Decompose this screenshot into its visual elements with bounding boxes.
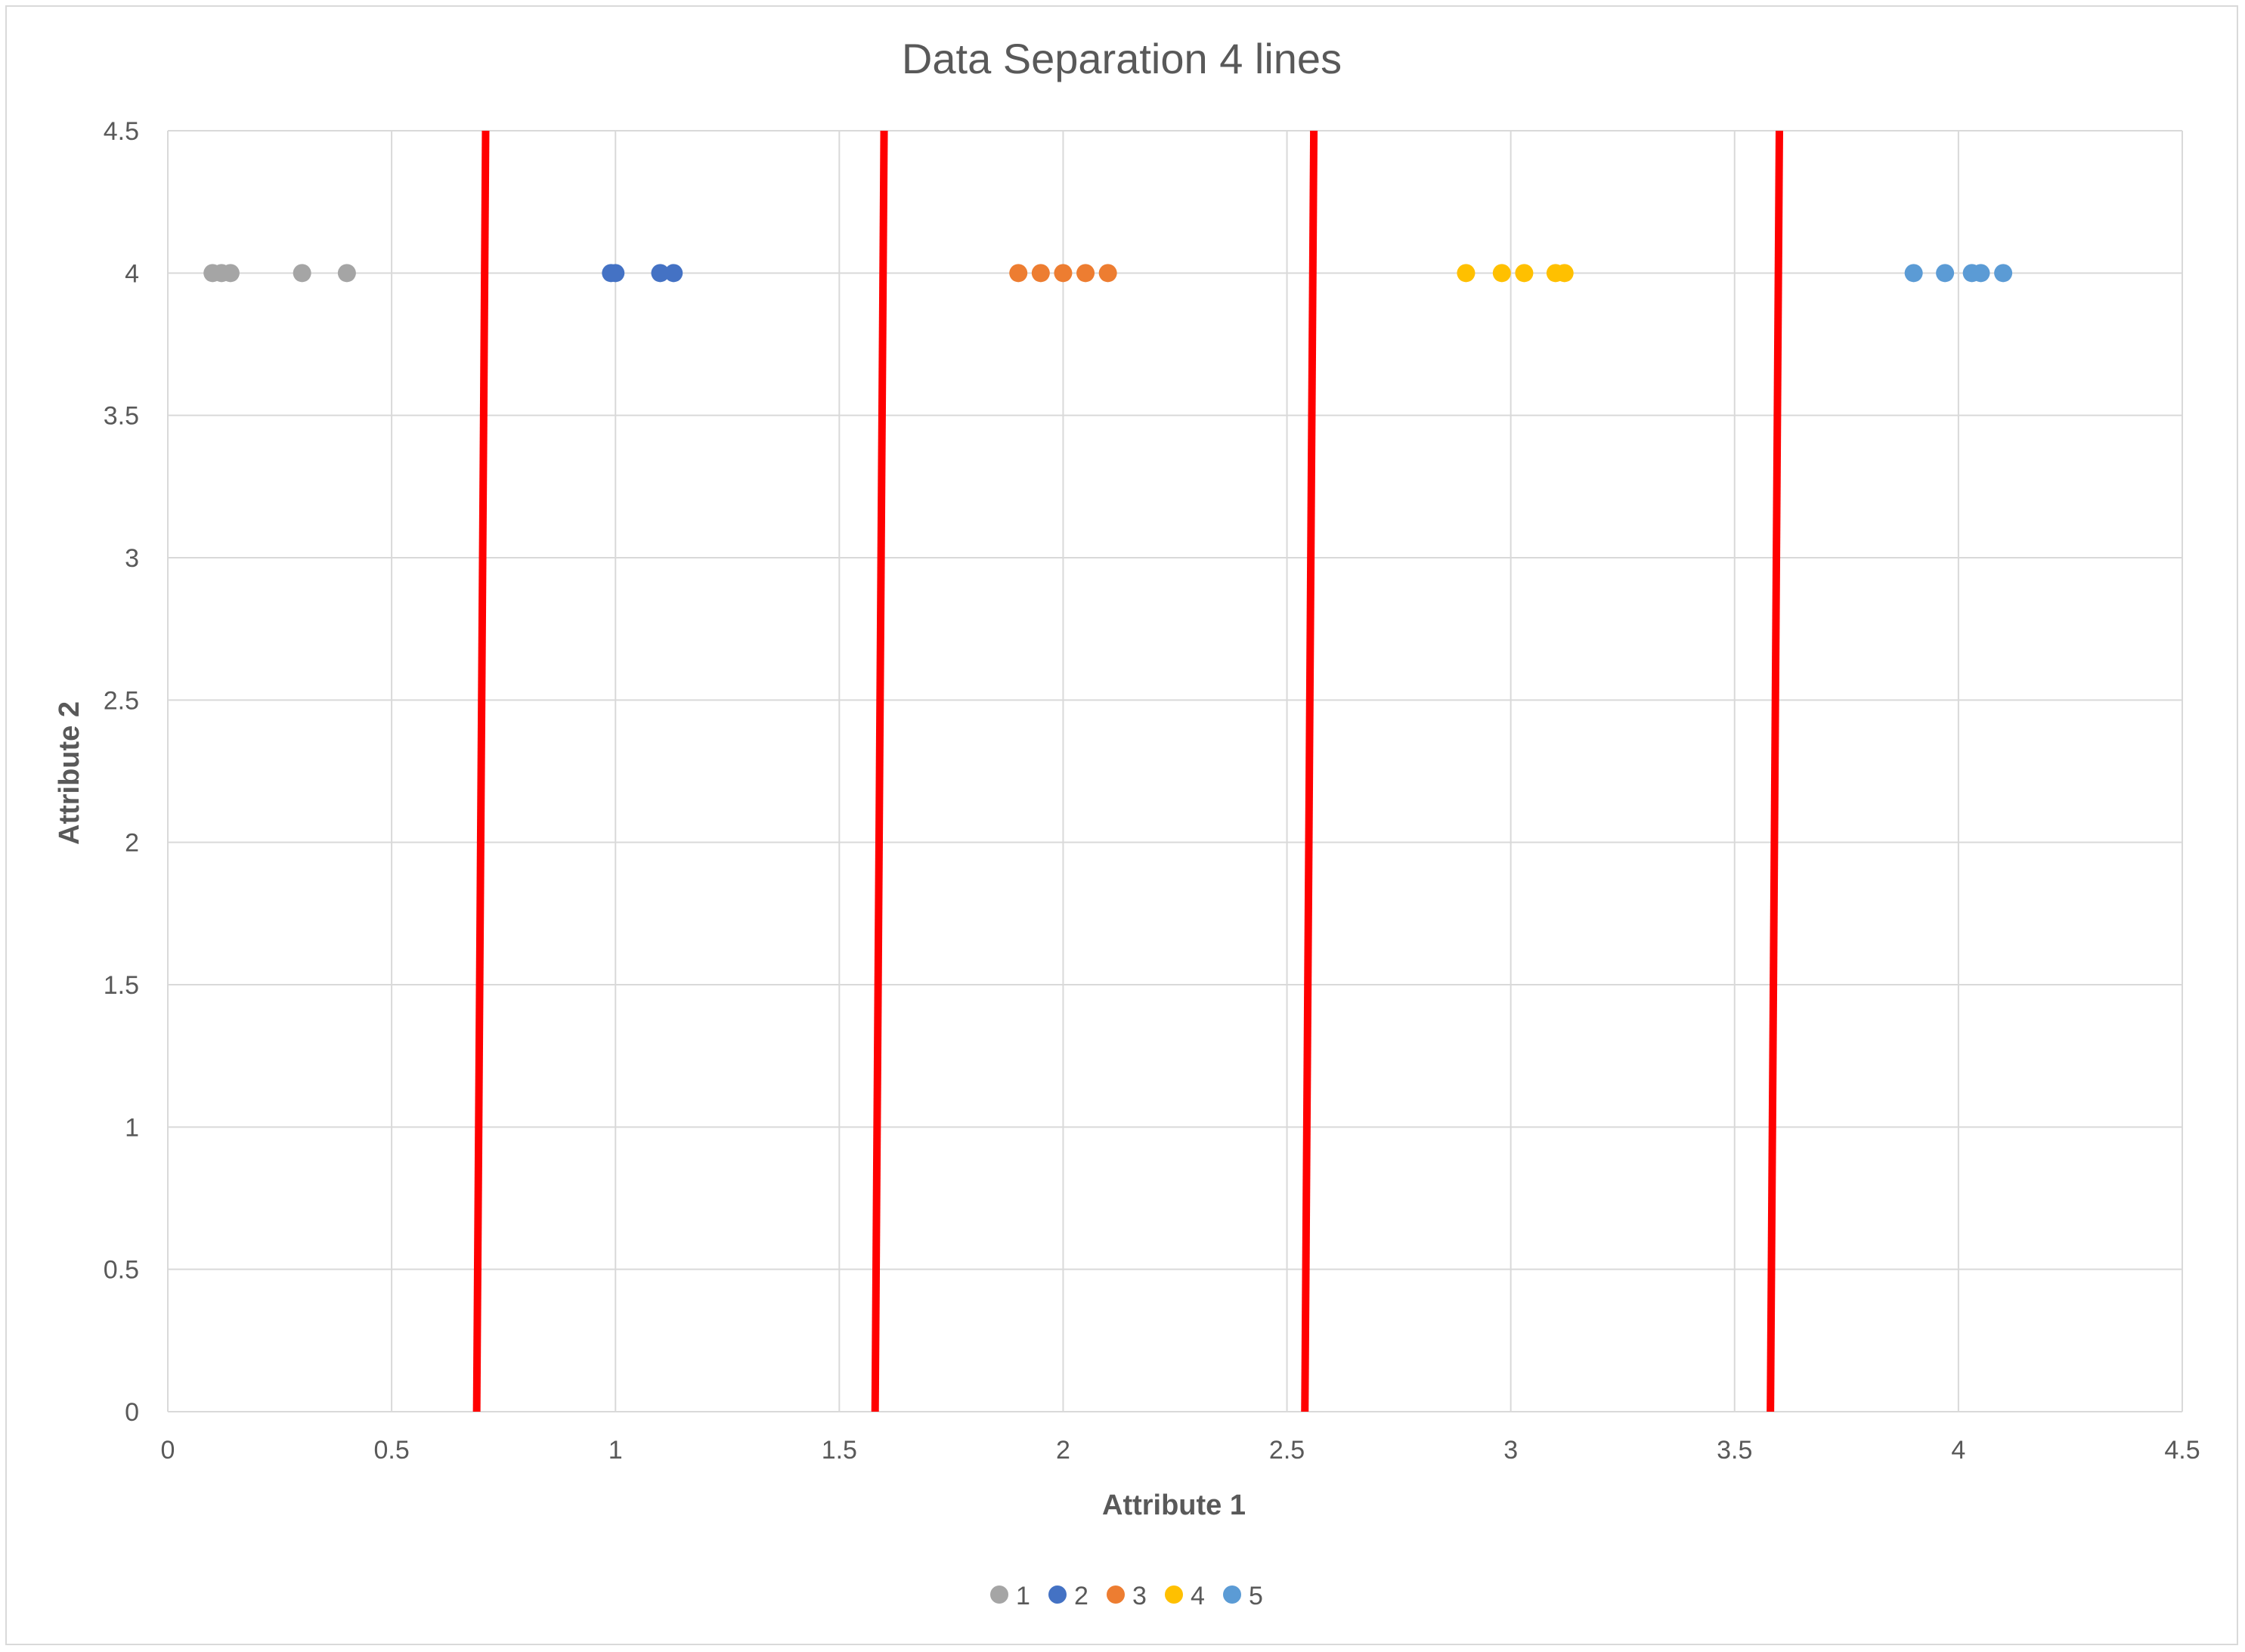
y-tick-label: 2.5: [104, 686, 139, 715]
x-tick-label: 4.5: [2164, 1436, 2200, 1465]
separator-line-1: [472, 130, 490, 1412]
x-axis-ticks: 0 0.5 1 1.5 2 2.5 3 3.5 4 4.5: [161, 1436, 2200, 1465]
data-point-series-4: [1492, 264, 1511, 283]
data-point-series-3: [1031, 264, 1050, 283]
legend-marker-5: [1223, 1585, 1241, 1604]
gridlines: [167, 130, 2183, 1412]
separator-line-3: [1301, 130, 1318, 1412]
data-point-series-5: [1904, 264, 1923, 283]
data-point-series-1: [337, 264, 356, 283]
y-tick-label: 0: [125, 1398, 139, 1427]
data-point-series-3: [1076, 264, 1095, 283]
data-point-series-3: [1054, 264, 1073, 283]
data-point-series-1: [221, 264, 240, 283]
x-tick-label: 3: [1503, 1436, 1518, 1465]
x-tick-label: 0.5: [373, 1436, 409, 1465]
chart-frame: [5, 5, 2238, 1645]
data-point-series-4: [1515, 264, 1534, 283]
legend-marker-4: [1165, 1585, 1183, 1604]
separator-lines: [472, 130, 1783, 1412]
separator-line-2: [871, 130, 888, 1412]
y-tick-label: 3: [125, 544, 139, 573]
y-tick-label: 4.5: [104, 117, 139, 146]
data-point-series-3: [1009, 264, 1028, 283]
y-axis-title: Attribute 2: [54, 701, 85, 845]
data-point-series-5: [1994, 264, 2013, 283]
y-tick-label: 0.5: [104, 1256, 139, 1285]
y-tick-label: 3.5: [104, 402, 139, 431]
y-axis-ticks: 0 0.5 1 1.5 2 2.5 3 3.5 4 4.5: [104, 117, 139, 1427]
x-tick-label: 4: [1951, 1436, 1965, 1465]
y-tick-label: 1.5: [104, 971, 139, 1000]
y-tick-label: 2: [125, 829, 139, 858]
legend-label-1: 1: [1016, 1582, 1030, 1610]
data-points: [203, 264, 2013, 283]
legend-label-2: 2: [1074, 1582, 1088, 1610]
x-tick-label: 1: [608, 1436, 623, 1465]
data-point-series-2: [664, 264, 683, 283]
legend-label-3: 3: [1132, 1582, 1147, 1610]
legend-marker-3: [1107, 1585, 1125, 1604]
data-point-series-5: [1971, 264, 1990, 283]
data-point-series-5: [1936, 264, 1955, 283]
y-tick-label: 1: [125, 1113, 139, 1142]
x-tick-label: 0: [161, 1436, 175, 1465]
legend: 1 2 3 4 5: [990, 1582, 1263, 1610]
legend-label-4: 4: [1191, 1582, 1205, 1610]
data-point-series-4: [1457, 264, 1476, 283]
chart-title: Data Separation 4 lines: [902, 35, 1342, 82]
separator-line-4: [1767, 130, 1783, 1412]
y-tick-label: 4: [125, 259, 139, 288]
x-tick-label: 3.5: [1717, 1436, 1752, 1465]
data-point-series-2: [651, 264, 670, 283]
data-point-series-2: [606, 264, 625, 283]
data-point-series-3: [1098, 264, 1117, 283]
x-tick-label: 2: [1056, 1436, 1070, 1465]
data-point-series-4: [1555, 264, 1574, 283]
legend-marker-2: [1048, 1585, 1067, 1604]
data-point-series-1: [293, 264, 311, 283]
legend-marker-1: [990, 1585, 1008, 1604]
x-tick-label: 1.5: [822, 1436, 857, 1465]
x-axis-title: Attribute 1: [1102, 1490, 1246, 1521]
legend-label-5: 5: [1249, 1582, 1263, 1610]
x-tick-label: 2.5: [1269, 1436, 1305, 1465]
